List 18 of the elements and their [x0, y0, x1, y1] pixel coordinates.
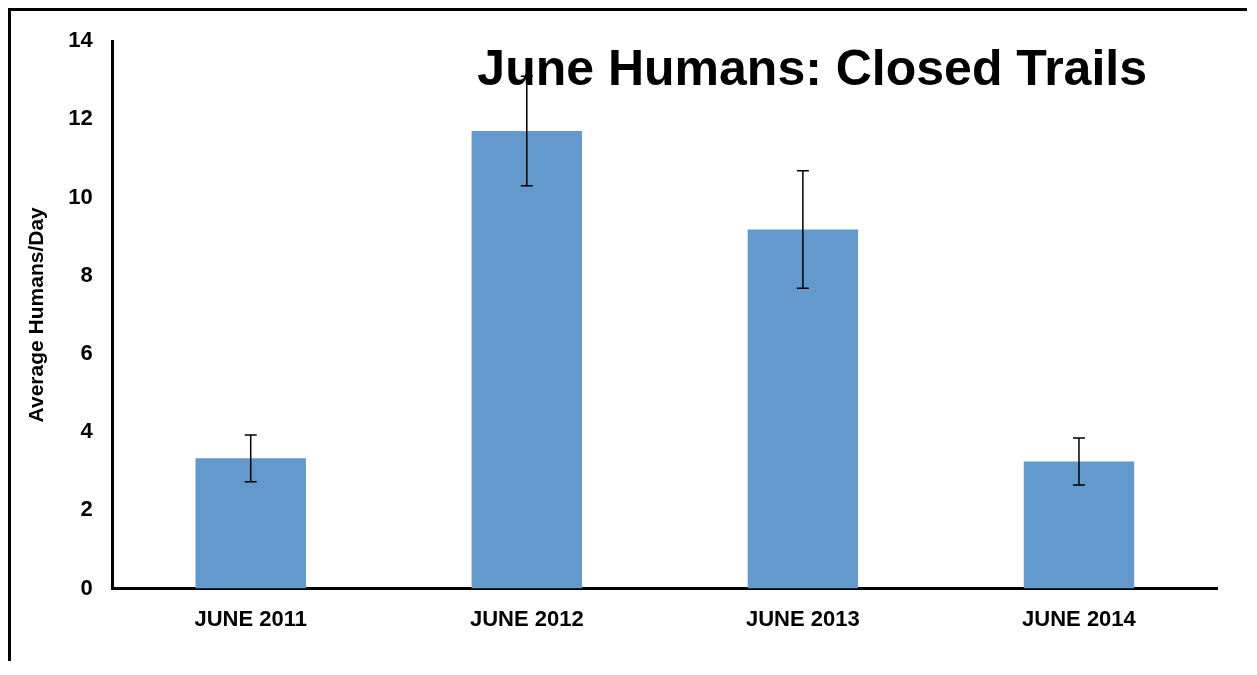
y-tick-label: 4 [80, 418, 94, 444]
y-tick-label: 0 [80, 574, 93, 600]
x-tick-label: JUNE 2011 [194, 605, 307, 631]
y-tick-label: 10 [68, 183, 93, 209]
x-tick-label: JUNE 2012 [469, 605, 584, 631]
chart-title: June Humans: Closed Trails [477, 39, 1147, 96]
y-tick-label: 6 [80, 339, 93, 365]
bar [747, 229, 859, 589]
x-tick-label: JUNE 2014 [1022, 605, 1137, 631]
y-tick-label: 14 [68, 27, 94, 53]
y-tick-label: 12 [68, 105, 93, 131]
y-tick-label: 8 [80, 261, 93, 287]
y-axis-title: Average Humans/Day [24, 206, 48, 423]
bar [1023, 461, 1135, 589]
y-tick-label: 2 [80, 496, 93, 522]
bar [195, 458, 306, 589]
bar [471, 130, 583, 589]
x-tick-label: JUNE 2013 [746, 605, 860, 631]
